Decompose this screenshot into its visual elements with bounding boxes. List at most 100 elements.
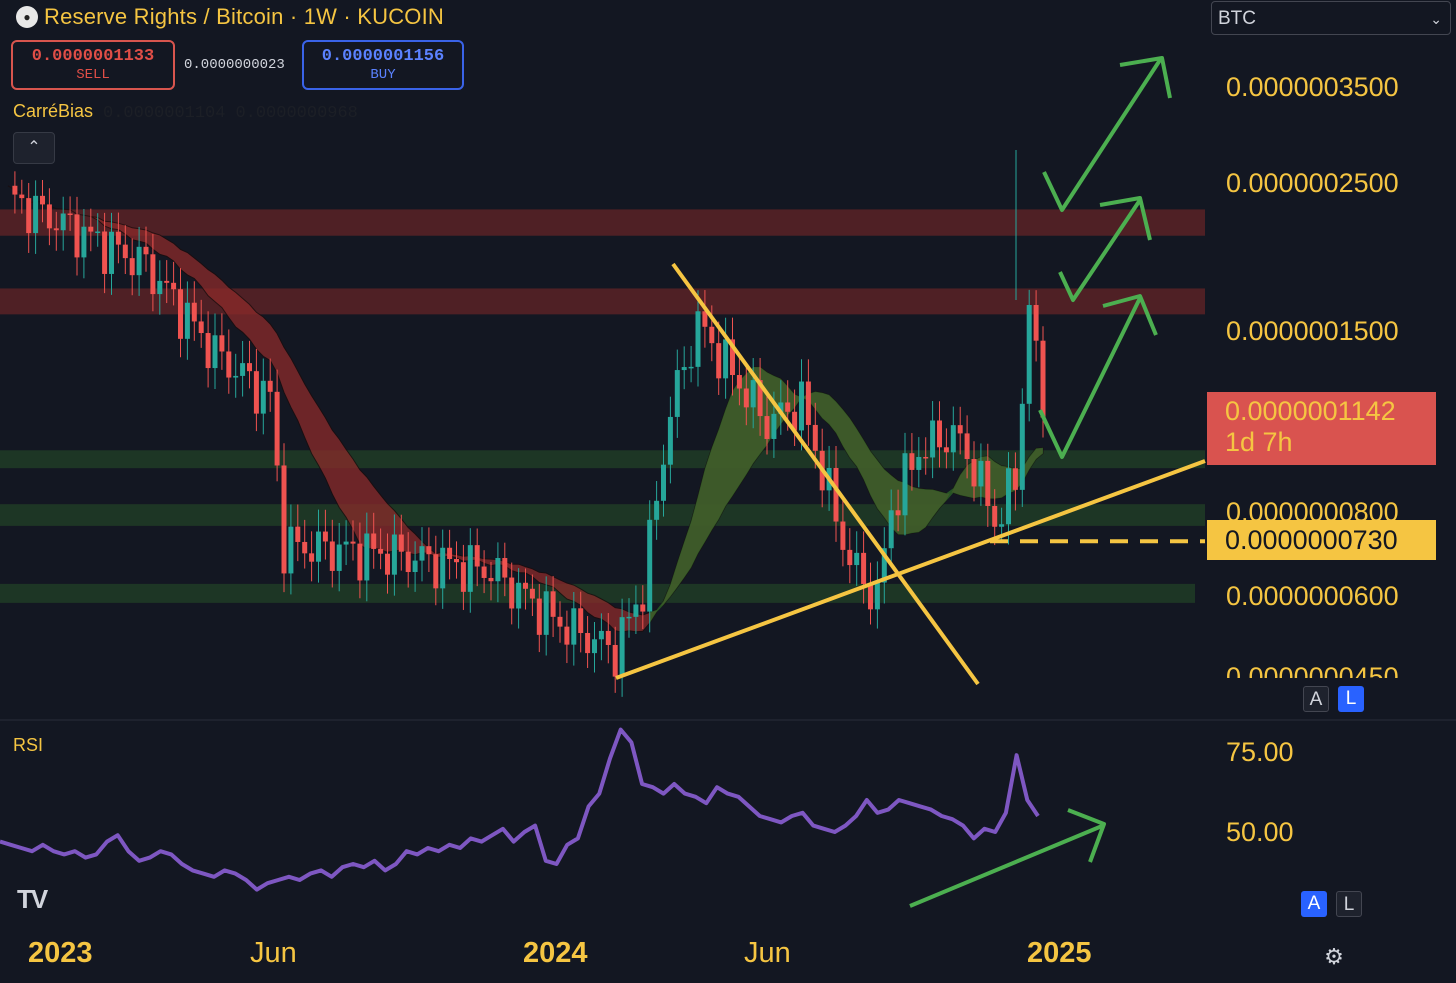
- candle-body: [585, 633, 591, 654]
- candle-body: [129, 258, 135, 276]
- candle-body: [502, 558, 508, 578]
- candle-body: [219, 335, 225, 352]
- time-axis-label: Jun: [744, 937, 791, 969]
- candle-body: [88, 226, 94, 232]
- rsi-auto-button[interactable]: A: [1301, 891, 1327, 917]
- candle-body: [626, 616, 632, 619]
- arrowhead: [1102, 294, 1158, 336]
- resistance-zone: [0, 209, 1205, 236]
- candle-body: [198, 321, 204, 334]
- candle-body: [978, 460, 984, 487]
- bar-countdown: 1d 7h: [1225, 427, 1293, 457]
- candle-body: [316, 531, 321, 562]
- candle-body: [1006, 468, 1011, 525]
- candle-body: [378, 548, 384, 554]
- candle-body: [730, 339, 735, 376]
- symbol-select[interactable]: BTC ⌄: [1211, 1, 1451, 35]
- candle-body: [957, 425, 963, 434]
- spread-value: 0.0000000023: [184, 57, 285, 73]
- candle-body: [881, 548, 887, 583]
- candle-body: [288, 526, 294, 574]
- candle-body: [488, 577, 494, 582]
- indicator-legend[interactable]: CarréBias 0.0000001104 0.0000000968: [13, 101, 358, 123]
- candle-body: [371, 533, 377, 549]
- candle-body: [909, 453, 915, 470]
- carrebias-ribbon: [7, 185, 1044, 633]
- candle-body: [1033, 305, 1039, 341]
- candle-body: [743, 388, 749, 408]
- candle-body: [398, 534, 404, 552]
- candle-body: [723, 339, 729, 379]
- candle-body: [343, 541, 349, 545]
- auto-scale-button[interactable]: A: [1303, 686, 1329, 712]
- projection-arrow: [1038, 297, 1142, 459]
- candle-body: [923, 456, 929, 459]
- sell-button[interactable]: 0.0000001133 SELL: [11, 40, 175, 90]
- candle-body: [792, 411, 798, 431]
- candle-body: [12, 185, 18, 195]
- candle-body: [1019, 403, 1025, 490]
- buy-button[interactable]: 0.0000001156 BUY: [302, 40, 464, 90]
- candle-body: [1040, 340, 1046, 418]
- candle-body: [426, 546, 432, 555]
- candle-body: [785, 402, 791, 412]
- candle-body: [81, 226, 87, 258]
- candle-body: [357, 543, 363, 581]
- price-axis-label: 0.0000001500: [1226, 316, 1399, 346]
- candle-body: [937, 420, 942, 448]
- candle-body: [930, 420, 936, 458]
- candle-body: [122, 244, 128, 259]
- candle-body: [253, 371, 259, 414]
- candle-body: [571, 608, 577, 645]
- candle-body: [950, 425, 956, 453]
- candle-body: [391, 534, 397, 575]
- candle-body: [405, 551, 411, 573]
- candle-body: [267, 380, 273, 392]
- candle-body: [854, 552, 860, 566]
- candle-body: [260, 380, 266, 414]
- candle-body: [550, 591, 556, 617]
- candle-body: [578, 608, 584, 634]
- symbol-select-value: BTC: [1218, 8, 1256, 29]
- candle-body: [716, 343, 722, 379]
- candle-body: [943, 447, 949, 453]
- candle-body: [329, 541, 335, 571]
- candle-body: [136, 246, 142, 276]
- log-scale-button[interactable]: L: [1338, 686, 1364, 712]
- candle-body: [895, 510, 901, 516]
- indicator-value-1: 0.0000001104: [103, 104, 226, 123]
- candle-body: [736, 375, 742, 389]
- candle-body: [336, 544, 342, 571]
- current-price: 0.0000001142: [1225, 396, 1396, 426]
- candle-body: [874, 582, 880, 610]
- candle-body: [205, 333, 211, 369]
- collapse-legend-button[interactable]: ⌃: [13, 132, 55, 164]
- time-axis-label: 2025: [1027, 937, 1092, 969]
- candle-body: [868, 583, 873, 610]
- rsi-log-button[interactable]: L: [1336, 891, 1362, 917]
- candle-body: [109, 231, 114, 274]
- candle-body: [536, 598, 542, 635]
- candle-body: [619, 617, 625, 677]
- current-price-box: 0.0000001142 1d 7h: [1207, 392, 1436, 465]
- candle-body: [143, 246, 149, 255]
- candle-body: [799, 381, 804, 431]
- candle-body: [509, 577, 515, 609]
- candle-body: [74, 214, 80, 258]
- rsi-label[interactable]: RSI: [13, 735, 44, 755]
- time-axis-label: 2023: [28, 937, 93, 969]
- candle-body: [516, 582, 522, 609]
- candle-body: [564, 626, 570, 645]
- gear-icon[interactable]: ⚙: [1324, 944, 1344, 969]
- candle-body: [633, 604, 639, 617]
- candle-body: [771, 413, 777, 439]
- candle-body: [667, 416, 673, 465]
- candle-body: [281, 465, 287, 574]
- candle-body: [812, 424, 818, 451]
- candle-body: [447, 547, 453, 560]
- buy-label: BUY: [370, 67, 396, 83]
- candle-body: [385, 553, 390, 575]
- candle-body: [674, 370, 680, 417]
- candle-body: [523, 582, 528, 589]
